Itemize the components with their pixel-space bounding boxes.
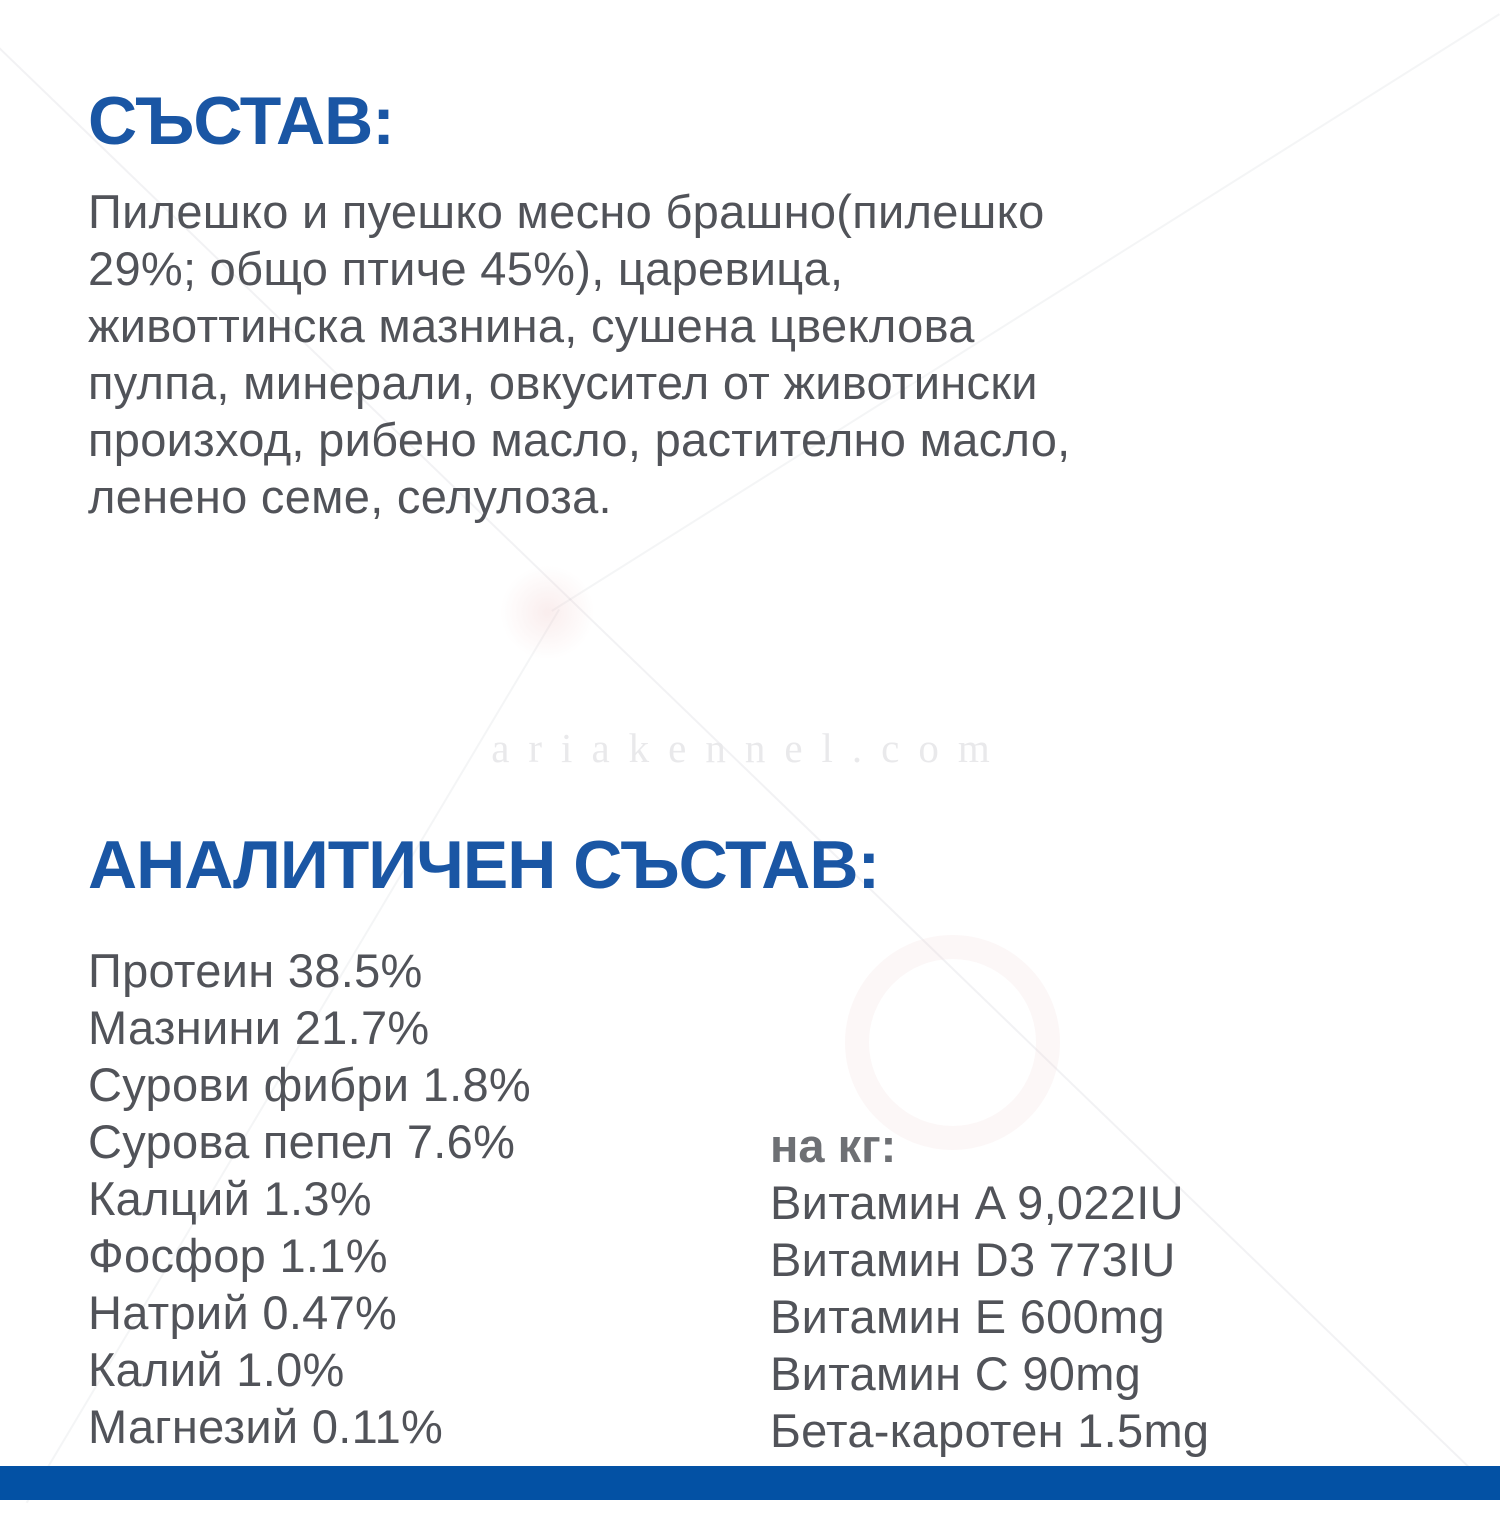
nutrient-row: Натрий 0.47% <box>88 1286 398 1339</box>
ingredients-text-line: 29%; общо птиче 45%), царевица, <box>88 242 844 295</box>
ingredients-text-line: животтинска мазнина, сушена цвеклова <box>88 299 975 352</box>
footer-bar <box>0 1466 1500 1500</box>
nutrient-row: Калий 1.0% <box>88 1343 345 1396</box>
analytical-composition-heading: АНАЛИТИЧЕН СЪСТАВ: <box>88 827 880 903</box>
nutrient-row: Сурови фибри 1.8% <box>88 1058 531 1111</box>
vitamin-row: Витамин C 90mg <box>770 1347 1142 1400</box>
vitamin-row: Витамин A 9,022IU <box>770 1176 1184 1229</box>
ingredients-text-line: ленено семе, селулоза. <box>88 470 612 523</box>
vitamin-row: Бета-каротен 1.5mg <box>770 1404 1210 1457</box>
vitamin-row: Витамин D3 773IU <box>770 1233 1176 1286</box>
composition-heading: СЪСТАВ: <box>88 83 395 159</box>
nutrient-row: Мазнини 21.7% <box>88 1001 430 1054</box>
ingredients-text-line: пулпа, минерали, овкусител от животински <box>88 356 1038 409</box>
ingredients-paragraph: Пилешко и пуешко месно брашно(пилешко 29%… <box>88 183 1071 525</box>
vitamin-row: Витамин E 600mg <box>770 1290 1165 1343</box>
vitamin-list: Витамин A 9,022IU Витамин D3 773IU Витамин… <box>770 1174 1209 1459</box>
decorative-smudge <box>500 565 595 660</box>
nutrient-row: Протеин 38.5% <box>88 944 423 997</box>
nutrient-list: Протеин 38.5% Мазнини 21.7% Сурови фибри 1… <box>88 942 531 1455</box>
ingredients-text-line: Пилешко и пуешко месно брашно(пилешко <box>88 185 1045 238</box>
watermark-text: ariakennel.com <box>491 725 1009 771</box>
nutrient-row: Магнезий 0.11% <box>88 1400 444 1453</box>
per-kg-label: на кг: <box>770 1119 897 1172</box>
nutrient-row: Сурова пепел 7.6% <box>88 1115 516 1168</box>
nutrient-row: Калций 1.3% <box>88 1172 372 1225</box>
ingredients-text-line: произход, рибено масло, растително масло… <box>88 413 1071 466</box>
nutrient-row: Фосфор 1.1% <box>88 1229 388 1282</box>
